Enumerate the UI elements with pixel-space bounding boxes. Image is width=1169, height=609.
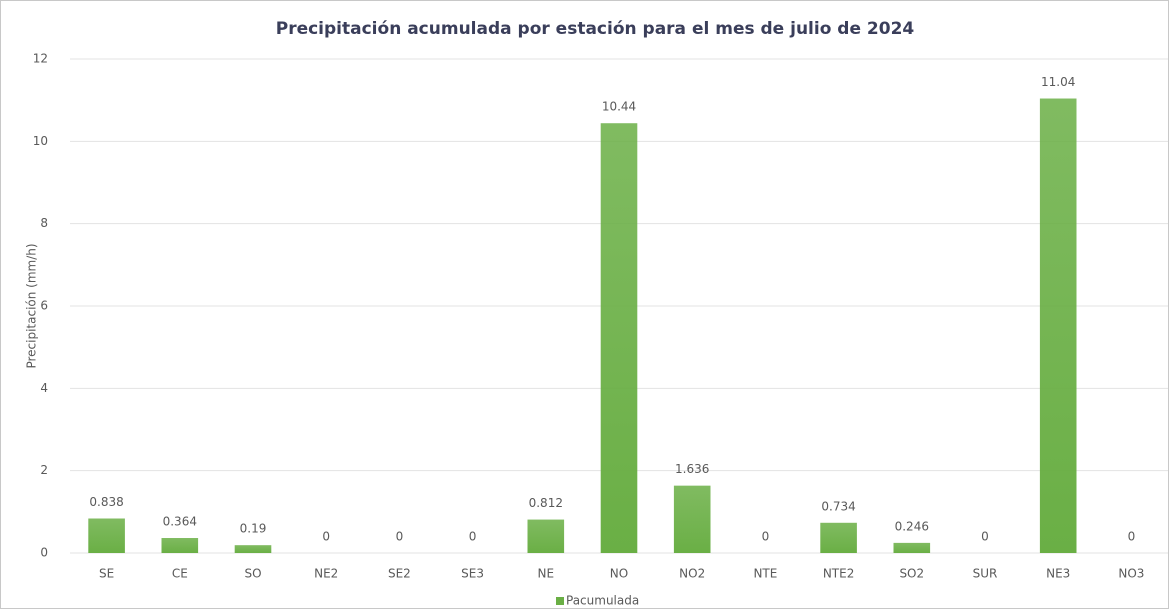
data-label: 0 bbox=[322, 530, 330, 544]
data-label: 1.636 bbox=[675, 462, 709, 476]
data-label: 0.246 bbox=[895, 519, 929, 533]
data-label: 0.734 bbox=[821, 499, 855, 513]
y-tick-label: 8 bbox=[40, 216, 48, 230]
x-tick-label: NO2 bbox=[679, 567, 705, 581]
x-tick-label: SUR bbox=[973, 567, 998, 581]
data-label: 0.812 bbox=[529, 496, 563, 510]
y-tick-label: 2 bbox=[40, 463, 48, 477]
data-label: 0 bbox=[762, 530, 770, 544]
y-tick-label: 12 bbox=[33, 52, 48, 66]
chart-title: Precipitación acumulada por estación par… bbox=[276, 19, 915, 39]
data-label: 0.364 bbox=[163, 515, 197, 529]
data-label: 0.838 bbox=[89, 495, 123, 509]
data-label: 11.04 bbox=[1041, 75, 1075, 89]
bar bbox=[88, 518, 125, 553]
data-label: 0.19 bbox=[240, 522, 267, 536]
x-tick-label: NO3 bbox=[1118, 567, 1144, 581]
x-tick-label: NE3 bbox=[1046, 567, 1070, 581]
bar bbox=[1039, 98, 1077, 554]
bar bbox=[673, 485, 711, 553]
x-tick-label: CE bbox=[172, 567, 188, 581]
bar bbox=[893, 542, 931, 553]
y-tick-label: 4 bbox=[40, 381, 48, 395]
x-tick-label: SE2 bbox=[388, 567, 411, 581]
y-tick-label: 0 bbox=[40, 546, 48, 560]
x-tick-label: NTE bbox=[753, 567, 777, 581]
legend-label: Pacumulada bbox=[566, 594, 639, 608]
data-label: 0 bbox=[469, 530, 477, 544]
data-label: 0 bbox=[396, 530, 404, 544]
legend-swatch bbox=[556, 597, 564, 605]
data-label: 0 bbox=[981, 530, 989, 544]
x-tick-label: SO bbox=[244, 567, 261, 581]
bar bbox=[600, 123, 638, 553]
y-tick-label: 10 bbox=[33, 134, 48, 148]
x-tick-label: NE2 bbox=[314, 567, 338, 581]
x-tick-label: SE3 bbox=[461, 567, 484, 581]
x-tick-label: SO2 bbox=[899, 567, 924, 581]
y-axis-label: Precipitación (mm/h) bbox=[25, 243, 39, 368]
bar bbox=[234, 545, 272, 553]
x-tick-label: SE bbox=[99, 567, 114, 581]
y-tick-label: 6 bbox=[40, 299, 48, 313]
x-tick-label: NO bbox=[610, 567, 628, 581]
data-label: 0 bbox=[1128, 530, 1136, 544]
bar bbox=[527, 519, 565, 553]
data-label: 10.44 bbox=[602, 100, 636, 114]
bar bbox=[820, 522, 857, 553]
x-tick-label: NE bbox=[538, 567, 555, 581]
bar bbox=[161, 538, 199, 553]
x-tick-label: NTE2 bbox=[823, 567, 855, 581]
